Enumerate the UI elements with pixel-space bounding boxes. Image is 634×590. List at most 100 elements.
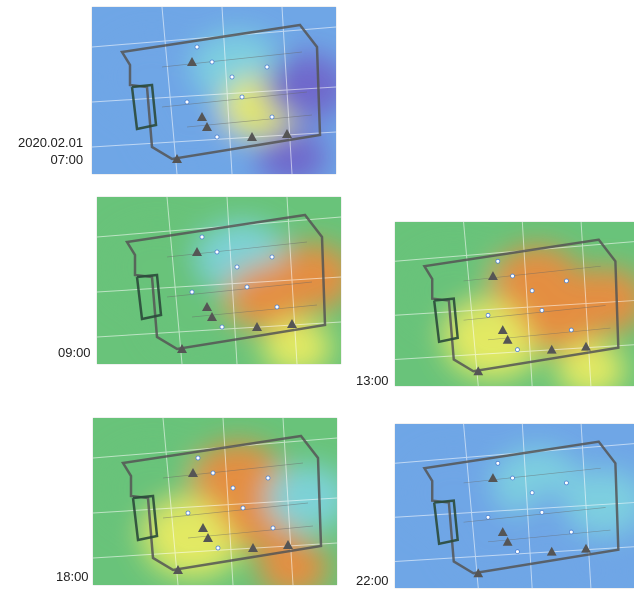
poi-marker-icon bbox=[210, 470, 216, 476]
district-boundary bbox=[422, 238, 620, 373]
sensor-marker-icon bbox=[172, 154, 182, 163]
poi-marker-icon bbox=[189, 289, 195, 295]
heatmap-svg bbox=[92, 7, 336, 174]
heatmap-svg bbox=[395, 222, 634, 386]
heat-zone bbox=[143, 498, 243, 578]
heat-zone bbox=[147, 277, 247, 357]
road-network bbox=[97, 197, 341, 364]
heat-zone bbox=[258, 540, 328, 585]
poi-marker-icon bbox=[568, 529, 574, 535]
poi-marker-icon bbox=[485, 312, 491, 318]
sensor-marker-icon bbox=[207, 312, 217, 321]
sub-district-boundary bbox=[432, 297, 460, 344]
sensor-marker-icon bbox=[198, 523, 208, 532]
sensor-marker-icon bbox=[203, 533, 213, 542]
heat-zone bbox=[257, 129, 327, 174]
sensor-marker-icon bbox=[473, 366, 484, 376]
sensor-marker-icon bbox=[202, 302, 212, 311]
sensor-marker-icon bbox=[546, 546, 557, 556]
time-text: 07:00 bbox=[50, 152, 84, 167]
sensor-marker-icon bbox=[497, 527, 508, 536]
poi-marker-icon bbox=[568, 327, 574, 333]
time-text: 22:00 bbox=[356, 573, 389, 588]
sensor-marker-icon bbox=[581, 341, 591, 351]
sensor-marker-icon bbox=[488, 473, 498, 482]
sensor-marker-icon bbox=[187, 57, 197, 66]
sensor-marker-icon bbox=[581, 543, 591, 553]
heatmap-panel-1800 bbox=[93, 418, 337, 585]
poi-marker-icon bbox=[510, 475, 515, 481]
sensor-marker-icon bbox=[282, 129, 292, 138]
heat-zone bbox=[443, 300, 542, 380]
sensor-marker-icon bbox=[188, 468, 198, 477]
poi-marker-icon bbox=[539, 308, 545, 313]
sensor-marker-icon bbox=[546, 344, 557, 354]
district-boundary bbox=[124, 213, 327, 351]
poi-marker-icon bbox=[510, 273, 515, 279]
poi-marker-icon bbox=[564, 480, 569, 486]
sensor-marker-icon bbox=[252, 322, 262, 331]
sensor-marker-icon bbox=[473, 568, 484, 578]
sensor-marker-icon bbox=[502, 334, 513, 344]
heatmap-svg bbox=[395, 424, 634, 588]
sensor-marker-icon bbox=[497, 325, 508, 334]
poi-marker-icon bbox=[194, 44, 200, 50]
district-boundary bbox=[120, 434, 323, 572]
time-label-2200: 22:00 bbox=[356, 572, 389, 589]
heat-zone bbox=[443, 502, 542, 582]
heatmap-svg bbox=[97, 197, 341, 364]
poi-marker-icon bbox=[184, 99, 190, 105]
poi-marker-icon bbox=[485, 514, 491, 520]
heatmap-panel-1300 bbox=[395, 222, 634, 386]
heatmap-panel-0700 bbox=[92, 7, 336, 174]
poi-marker-icon bbox=[209, 59, 215, 65]
road-network bbox=[395, 424, 634, 588]
poi-marker-icon bbox=[229, 74, 235, 80]
sub-district-boundary bbox=[135, 273, 163, 321]
poi-marker-icon bbox=[515, 347, 520, 353]
poi-marker-icon bbox=[199, 234, 205, 240]
district-boundary bbox=[119, 23, 322, 161]
poi-marker-icon bbox=[495, 460, 501, 466]
time-text: 13:00 bbox=[356, 373, 389, 388]
sub-district-boundary bbox=[432, 499, 460, 546]
sensor-marker-icon bbox=[173, 565, 183, 574]
district-boundary bbox=[422, 440, 620, 575]
sensor-marker-icon bbox=[177, 344, 187, 353]
poi-marker-icon bbox=[274, 304, 280, 310]
sensor-marker-icon bbox=[283, 540, 293, 549]
heatmap-panel-2200 bbox=[395, 424, 634, 588]
poi-marker-icon bbox=[270, 525, 276, 531]
poi-marker-icon bbox=[214, 249, 220, 255]
poi-marker-icon bbox=[529, 490, 535, 496]
poi-marker-icon bbox=[564, 278, 569, 284]
heatmap-svg bbox=[93, 418, 337, 585]
sensor-marker-icon bbox=[502, 536, 513, 546]
poi-marker-icon bbox=[269, 254, 275, 260]
sensor-marker-icon bbox=[192, 247, 202, 256]
poi-marker-icon bbox=[269, 114, 275, 120]
poi-marker-icon bbox=[265, 475, 271, 481]
sensor-marker-icon bbox=[247, 132, 257, 141]
time-label-1800: 18:00 bbox=[56, 568, 89, 585]
poi-marker-icon bbox=[240, 505, 246, 511]
poi-marker-icon bbox=[185, 510, 191, 516]
time-text: 18:00 bbox=[56, 569, 89, 584]
poi-marker-icon bbox=[219, 324, 225, 330]
sub-district-boundary bbox=[130, 83, 158, 131]
sensor-marker-icon bbox=[287, 319, 297, 328]
poi-marker-icon bbox=[239, 94, 245, 100]
heat-zone bbox=[142, 87, 242, 167]
poi-marker-icon bbox=[214, 134, 220, 140]
poi-marker-icon bbox=[230, 485, 236, 491]
time-text: 09:00 bbox=[58, 345, 91, 360]
heat-zone bbox=[556, 341, 626, 386]
poi-marker-icon bbox=[539, 510, 545, 515]
poi-marker-icon bbox=[515, 549, 520, 555]
sensor-marker-icon bbox=[202, 122, 212, 131]
poi-marker-icon bbox=[495, 258, 501, 264]
sub-district-boundary bbox=[131, 494, 159, 542]
time-label-1300: 13:00 bbox=[356, 372, 389, 389]
sensor-marker-icon bbox=[197, 112, 207, 121]
road-network bbox=[395, 222, 634, 386]
